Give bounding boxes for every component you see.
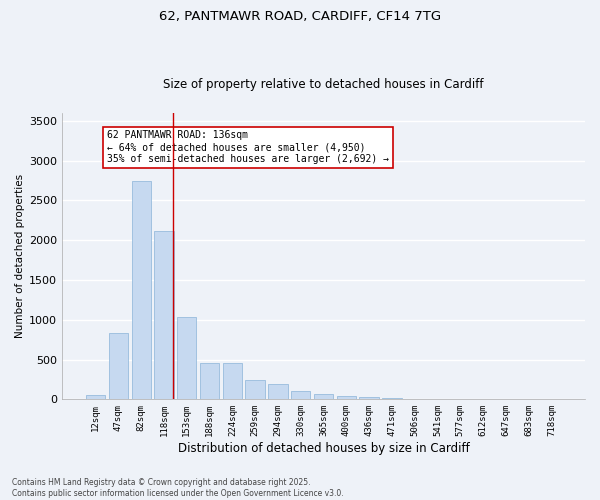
Bar [86, 395, 105, 400]
Bar [337, 396, 356, 400]
Text: Contains HM Land Registry data © Crown copyright and database right 2025.
Contai: Contains HM Land Registry data © Crown c… [12, 478, 344, 498]
X-axis label: Distribution of detached houses by size in Cardiff: Distribution of detached houses by size … [178, 442, 469, 455]
Bar [268, 384, 287, 400]
Bar [314, 394, 333, 400]
Bar [177, 316, 196, 400]
Bar [382, 398, 401, 400]
Bar [223, 362, 242, 400]
Title: Size of property relative to detached houses in Cardiff: Size of property relative to detached ho… [163, 78, 484, 91]
Bar [131, 180, 151, 400]
Bar [154, 230, 173, 400]
Y-axis label: Number of detached properties: Number of detached properties [15, 174, 25, 338]
Bar [291, 392, 310, 400]
Text: 62 PANTMAWR ROAD: 136sqm
← 64% of detached houses are smaller (4,950)
35% of sem: 62 PANTMAWR ROAD: 136sqm ← 64% of detach… [107, 130, 389, 164]
Bar [200, 362, 219, 400]
Bar [405, 398, 424, 400]
Bar [245, 380, 265, 400]
Bar [359, 397, 379, 400]
Text: 62, PANTMAWR ROAD, CARDIFF, CF14 7TG: 62, PANTMAWR ROAD, CARDIFF, CF14 7TG [159, 10, 441, 23]
Bar [109, 334, 128, 400]
